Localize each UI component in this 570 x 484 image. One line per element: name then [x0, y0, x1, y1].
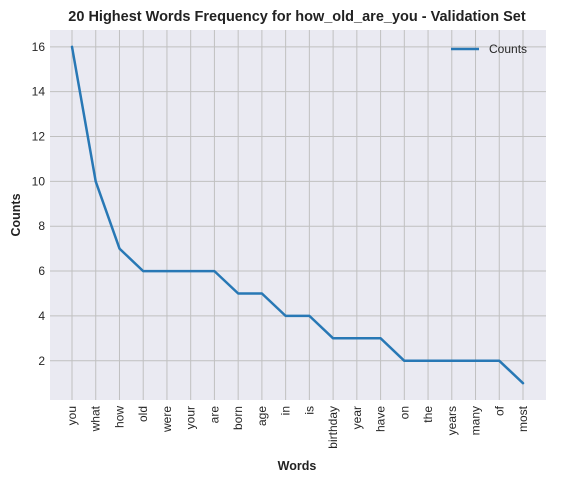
- x-tick-label: you: [65, 406, 79, 425]
- series-line: [70, 45, 525, 385]
- y-tick-label: 6: [38, 264, 45, 278]
- x-tick-label: most: [516, 405, 530, 432]
- y-tick-label: 4: [38, 309, 45, 323]
- legend-label: Counts: [489, 42, 527, 56]
- x-tick-label: of: [492, 405, 506, 416]
- x-tick-label: years: [445, 406, 459, 435]
- x-tick-label: your: [184, 406, 198, 429]
- chart-legend: Counts: [451, 42, 527, 56]
- x-tick-label: are: [207, 406, 221, 424]
- x-tick-label: birthday: [326, 406, 340, 449]
- x-tick-label: old: [136, 406, 150, 422]
- y-tick-label: 12: [32, 130, 46, 144]
- x-tick-label: on: [397, 406, 411, 419]
- x-tick-label: have: [374, 406, 388, 432]
- axis-ticks: you what how old were your are born age in is birth…: [32, 40, 530, 449]
- x-tick-label: what: [89, 405, 103, 432]
- x-tick-label: born: [231, 406, 245, 430]
- y-tick-label: 14: [32, 85, 46, 99]
- x-tick-label: many: [469, 406, 483, 435]
- y-axis-label: Counts: [9, 193, 23, 236]
- x-tick-label: age: [255, 406, 269, 426]
- x-tick-label: year: [350, 406, 364, 429]
- y-tick-label: 2: [38, 354, 45, 368]
- x-tick-label: were: [160, 406, 174, 433]
- chart-title: 20 Highest Words Frequency for how_old_a…: [68, 9, 526, 25]
- series-layer: [70, 45, 525, 385]
- y-tick-label: 16: [32, 40, 46, 54]
- y-tick-label: 10: [32, 174, 46, 188]
- y-tick-label: 8: [38, 219, 45, 233]
- x-tick-label: is: [302, 406, 316, 415]
- plot-area: [50, 30, 546, 400]
- x-axis-label: Words: [278, 459, 317, 473]
- x-tick-label: in: [279, 406, 293, 415]
- x-tick-label: how: [112, 406, 126, 428]
- x-tick-label: the: [421, 406, 435, 423]
